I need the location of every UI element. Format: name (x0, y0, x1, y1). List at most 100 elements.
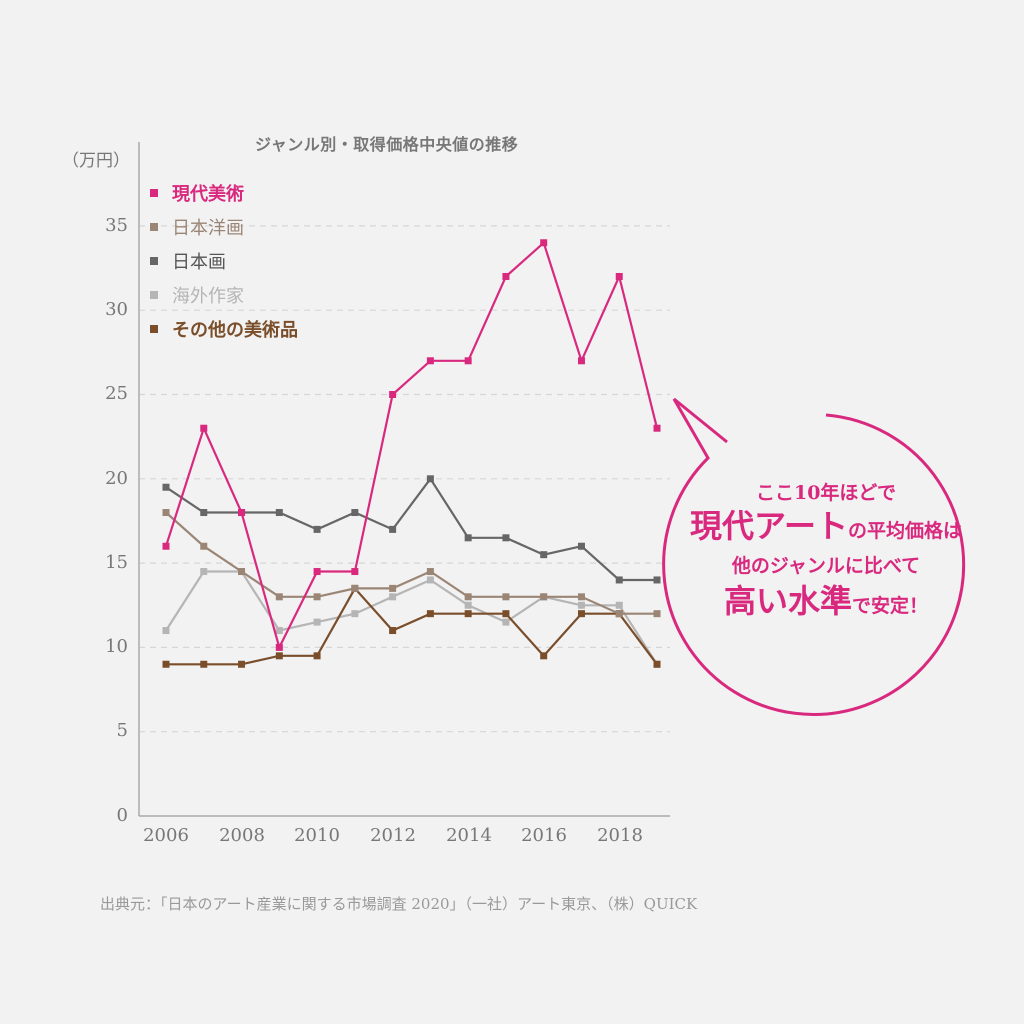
data-point-marker (502, 534, 510, 542)
series-現代美術 (162, 239, 661, 651)
series-line (166, 586, 658, 666)
data-point-marker (275, 593, 283, 601)
legend-label: 現代美術 (172, 184, 244, 205)
data-point-marker (464, 534, 472, 542)
data-point-marker (464, 593, 472, 601)
y-tick: 10 (105, 636, 128, 657)
data-point-marker (426, 568, 434, 576)
legend-item-foreign: 海外作家 (150, 278, 298, 312)
legend-swatch-icon (150, 223, 158, 231)
legend-label: 海外作家 (172, 286, 244, 307)
data-point-marker (162, 627, 170, 635)
data-point-marker (577, 601, 585, 609)
x-tick: 2008 (219, 825, 265, 846)
data-point-marker (389, 391, 397, 398)
speech-bubble-text: ここ10年ほどで 現代アートの平均価格は 他のジャンルに比べて 高い水準で安定！ (676, 480, 976, 628)
data-point-marker (275, 652, 283, 660)
data-point-marker (238, 509, 246, 517)
data-point-marker (577, 542, 585, 550)
data-point-marker (313, 593, 321, 601)
series-海外作家 (162, 568, 661, 668)
bubble-line-2: 現代アートの平均価格は (676, 506, 976, 552)
data-point-marker (162, 660, 170, 668)
data-point-marker (464, 601, 472, 609)
bubble-emphasis: 高い水準 (723, 582, 852, 620)
x-tick: 2010 (294, 825, 340, 846)
data-point-marker (351, 568, 359, 576)
bubble-emphasis: 現代アート (689, 507, 849, 545)
data-point-marker (615, 272, 623, 280)
legend-label: 日本画 (172, 252, 226, 273)
x-tick: 2012 (370, 825, 416, 846)
y-tick: 25 (105, 383, 128, 404)
y-tick: 0 (116, 805, 128, 826)
legend-swatch-icon (150, 257, 158, 265)
data-point-marker (313, 618, 321, 626)
x-tick: 2014 (446, 825, 492, 846)
y-tick: 15 (105, 552, 128, 573)
legend-item-other: その他の美術品 (150, 312, 298, 346)
legend-item-yoga: 日本洋画 (150, 210, 298, 244)
series-line (165, 511, 657, 615)
data-point-marker (162, 509, 170, 517)
data-point-marker (162, 483, 170, 491)
data-point-marker (540, 593, 548, 601)
bubble-text: の平均価格は (848, 520, 963, 542)
series-line (165, 476, 657, 582)
data-point-marker (389, 584, 397, 592)
data-point-marker (200, 660, 208, 668)
speech-bubble (662, 397, 966, 716)
data-point-marker (615, 610, 623, 618)
data-point-marker (389, 525, 397, 533)
legend: 現代美術 日本洋画 日本画 海外作家 その他の美術品 (150, 176, 298, 346)
data-point-marker (200, 509, 208, 517)
legend-swatch-icon (150, 291, 158, 299)
data-point-marker (313, 568, 321, 576)
chart-title: ジャンル別・取得価格中央値の推移 (255, 135, 519, 154)
y-tick: 35 (105, 215, 128, 236)
y-tick: 30 (105, 299, 128, 320)
series-日本画 (162, 475, 661, 584)
series-line (165, 570, 658, 665)
data-point-marker (502, 610, 510, 618)
x-tick: 2006 (143, 825, 189, 846)
data-point-marker (653, 576, 661, 584)
series-その他の美術品 (162, 584, 661, 668)
data-point-marker (351, 610, 359, 618)
data-point-marker (577, 610, 585, 618)
y-tick: 20 (105, 468, 128, 489)
bubble-line-3: 他のジャンルに比べて (731, 555, 921, 577)
legend-item-nihonga: 日本画 (150, 244, 298, 278)
legend-label: 日本洋画 (172, 218, 244, 239)
x-tick: 2018 (597, 825, 643, 846)
data-point-marker (200, 424, 208, 432)
data-point-marker (351, 509, 359, 517)
data-point-marker (540, 239, 548, 247)
data-point-marker (502, 618, 510, 626)
data-point-marker (577, 593, 585, 601)
data-point-marker (502, 593, 510, 601)
data-point-marker (275, 627, 283, 635)
legend-label: その他の美術品 (172, 320, 298, 341)
data-point-marker (275, 509, 283, 517)
x-tick: 2016 (521, 825, 567, 846)
data-point-marker (162, 542, 170, 550)
data-point-marker (313, 525, 321, 533)
data-point-marker (351, 584, 359, 592)
source-citation: 出典元：「日本のアート産業に関する市場調査 2020」（一社）アート東京、（株）… (100, 895, 698, 913)
data-point-marker (238, 660, 246, 668)
legend-swatch-icon (150, 325, 158, 333)
data-point-marker (464, 357, 472, 365)
bubble-line-1: ここ10年ほどで (755, 482, 897, 504)
legend-swatch-icon (150, 189, 158, 197)
data-point-marker (389, 593, 397, 601)
data-point-marker (426, 475, 434, 483)
data-point-marker (540, 551, 548, 559)
series-line (164, 240, 659, 651)
legend-item-contemporary: 現代美術 (150, 176, 298, 210)
data-point-marker (653, 660, 661, 668)
data-point-marker (389, 627, 397, 635)
data-point-marker (464, 610, 472, 618)
data-point-marker (653, 610, 661, 618)
